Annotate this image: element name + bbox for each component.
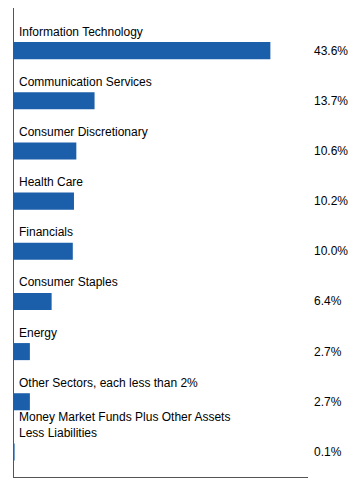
svg-text:0.1%: 0.1%	[314, 445, 342, 459]
svg-text:2.7%: 2.7%	[314, 345, 342, 359]
svg-text:10.0%: 10.0%	[314, 244, 348, 258]
svg-text:Consumer Staples: Consumer Staples	[19, 275, 118, 289]
svg-text:Money Market Funds Plus Other: Money Market Funds Plus Other AssetsLess…	[19, 410, 230, 440]
svg-text:10.6%: 10.6%	[314, 144, 348, 158]
svg-text:Communication Services: Communication Services	[19, 75, 152, 89]
svg-text:13.7%: 13.7%	[314, 94, 348, 108]
svg-text:Energy: Energy	[19, 326, 57, 340]
svg-text:10.2%: 10.2%	[314, 194, 348, 208]
svg-text:Health Care: Health Care	[19, 175, 83, 189]
svg-text:Consumer Discretionary: Consumer Discretionary	[19, 125, 148, 139]
svg-text:Information Technology: Information Technology	[19, 25, 143, 39]
svg-text:2.7%: 2.7%	[314, 395, 342, 409]
svg-text:Financials: Financials	[19, 225, 73, 239]
svg-text:Other Sectors, each less than: Other Sectors, each less than 2%	[19, 376, 198, 390]
svg-text:43.6%: 43.6%	[314, 44, 348, 58]
svg-text:6.4%: 6.4%	[314, 294, 342, 308]
